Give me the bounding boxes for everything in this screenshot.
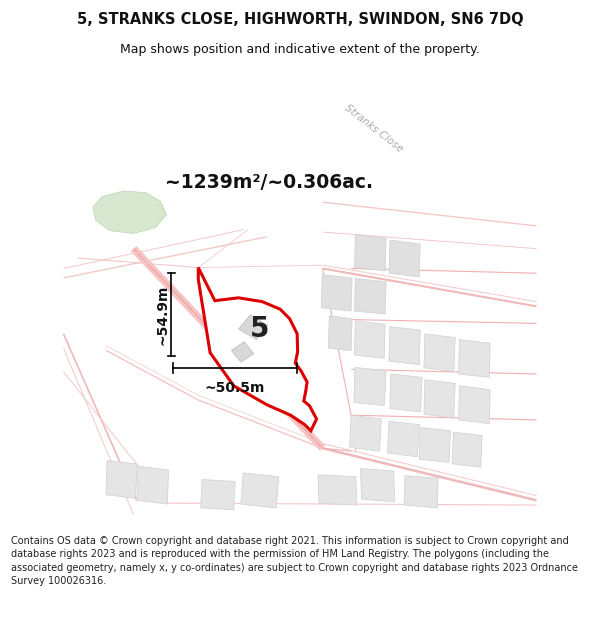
Polygon shape xyxy=(424,379,455,418)
Polygon shape xyxy=(458,339,490,377)
Text: Contains OS data © Crown copyright and database right 2021. This information is : Contains OS data © Crown copyright and d… xyxy=(11,536,578,586)
Polygon shape xyxy=(404,476,438,508)
Text: ~54.9m: ~54.9m xyxy=(156,284,170,345)
Text: ~1239m²/~0.306ac.: ~1239m²/~0.306ac. xyxy=(165,173,373,192)
Polygon shape xyxy=(424,334,455,372)
Text: ~50.5m: ~50.5m xyxy=(205,381,265,395)
Polygon shape xyxy=(137,466,169,504)
Polygon shape xyxy=(419,428,451,462)
Text: 5, STRANKS CLOSE, HIGHWORTH, SWINDON, SN6 7DQ: 5, STRANKS CLOSE, HIGHWORTH, SWINDON, SN… xyxy=(77,12,523,27)
Text: Map shows position and indicative extent of the property.: Map shows position and indicative extent… xyxy=(120,42,480,56)
Polygon shape xyxy=(361,469,395,502)
Polygon shape xyxy=(390,374,422,412)
Polygon shape xyxy=(241,473,279,508)
Polygon shape xyxy=(318,475,357,505)
Polygon shape xyxy=(355,321,385,358)
Polygon shape xyxy=(238,315,268,339)
Polygon shape xyxy=(355,278,386,314)
Polygon shape xyxy=(389,327,420,364)
Polygon shape xyxy=(350,415,382,451)
Polygon shape xyxy=(354,368,386,406)
Text: Stranks Close: Stranks Close xyxy=(343,102,404,154)
Polygon shape xyxy=(389,240,420,277)
Polygon shape xyxy=(321,274,352,311)
Polygon shape xyxy=(458,386,490,424)
Polygon shape xyxy=(355,234,386,271)
Polygon shape xyxy=(106,461,137,498)
Polygon shape xyxy=(232,342,254,362)
Polygon shape xyxy=(452,432,482,468)
Polygon shape xyxy=(200,479,235,510)
Polygon shape xyxy=(328,316,352,351)
Text: 5: 5 xyxy=(250,315,269,343)
Polygon shape xyxy=(93,191,167,234)
Polygon shape xyxy=(388,421,419,457)
Polygon shape xyxy=(198,268,317,431)
